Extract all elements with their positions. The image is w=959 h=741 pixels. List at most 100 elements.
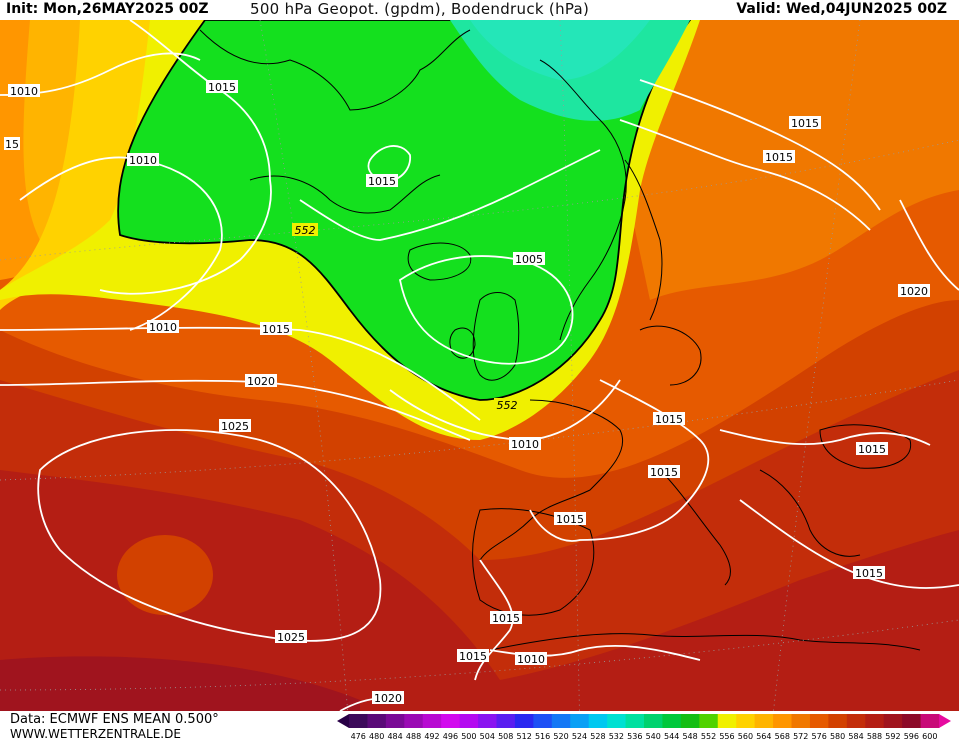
legend-swatch — [404, 714, 424, 728]
legend-tick-label: 548 — [682, 732, 697, 741]
legend-tick-label: 564 — [756, 732, 771, 741]
legend-tick-label: 500 — [461, 732, 476, 741]
legend-swatch — [736, 714, 756, 728]
valid-time: Valid: Wed,04JUN2025 00Z — [736, 1, 947, 17]
coast-greenland — [199, 29, 471, 214]
coast-british-isles — [472, 292, 520, 381]
isobar-1005 — [398, 255, 574, 365]
legend-swatch — [846, 714, 866, 728]
init-time: Init: Mon,26MAY2025 00Z — [6, 1, 209, 17]
legend-tick-label: 512 — [517, 732, 532, 741]
isobar-label-text: 1010 — [511, 438, 539, 451]
legend-tick-label: 520 — [553, 732, 568, 741]
legend-swatch — [385, 714, 405, 728]
legend-swatch — [883, 714, 903, 728]
legend-swatch — [478, 714, 497, 728]
isobar-label: 1010 — [147, 320, 179, 334]
legend-swatch — [865, 714, 885, 728]
isobar-label: 1015 — [653, 412, 685, 426]
isobar-label: 1015 — [763, 150, 795, 164]
legend-swatch — [662, 714, 682, 728]
legend-swatch — [514, 714, 534, 728]
isobar-label-text: 1010 — [10, 85, 38, 98]
legend-tick-label: 536 — [627, 732, 642, 741]
isobar-label-text: 1015 — [655, 413, 683, 426]
isobar-1025-loop — [37, 429, 382, 642]
legend-swatch — [367, 714, 387, 728]
coast-balkans — [759, 469, 861, 557]
isobar-label-text: 1015 — [208, 81, 236, 94]
legend-swatch — [809, 714, 829, 728]
isobar-label: 15 — [4, 137, 20, 151]
coast-scandinavia — [624, 159, 663, 321]
legend-swatch — [644, 714, 663, 728]
geopotential-band-orange-upper — [0, 0, 959, 300]
isobar-label-text: 1015 — [368, 175, 396, 188]
isobar-label: 1015 — [366, 174, 398, 188]
geopotential-high-center — [117, 535, 213, 615]
legend-tick-label: 488 — [406, 732, 421, 741]
isobar-label-text: 1015 — [858, 443, 886, 456]
geopotential-label: 552 — [292, 223, 318, 237]
isobar-label-text: 1005 — [515, 253, 543, 266]
legend-tick-label: 508 — [498, 732, 513, 741]
isobar-1015-east-a — [639, 79, 881, 211]
legend-tick-label: 524 — [572, 732, 587, 741]
isobar-label: 1015 — [853, 566, 885, 580]
isobar-label-text: 1020 — [374, 692, 402, 705]
map-title: 500 hPa Geopot. (gpdm), Bodendruck (hPa) — [250, 0, 590, 18]
legend-swatch — [349, 714, 368, 728]
geopotential-label-text: 552 — [295, 224, 316, 237]
legend-overflow-arrow — [939, 714, 951, 728]
legend-swatch — [533, 714, 553, 728]
geopotential-label-text: 552 — [497, 399, 518, 412]
isobar-label: 1020 — [245, 374, 277, 388]
legend-swatch — [441, 714, 461, 728]
legend-tick-label: 580 — [830, 732, 845, 741]
geopotential-core-cyan-inner — [470, 20, 650, 80]
legend-tick-label: 572 — [793, 732, 808, 741]
isobar-label-text: 1020 — [900, 285, 928, 298]
isobar-label: 1015 — [856, 442, 888, 456]
data-source-text: Data: ECMWF ENS MEAN 0.500° — [10, 712, 219, 727]
isobar-label-text: 1015 — [262, 323, 290, 336]
legend-swatch — [773, 714, 792, 728]
isobar-label: 1025 — [219, 419, 251, 433]
website-link[interactable]: WWW.WETTERZENTRALE.DE — [10, 727, 181, 741]
coast-italy — [659, 469, 731, 586]
legend-swatch — [588, 714, 608, 728]
legend-tick-label: 596 — [904, 732, 919, 741]
isobar-1010-center — [19, 156, 223, 331]
legend-tick-label: 484 — [387, 732, 402, 741]
isobar-label: 1015 — [648, 465, 680, 479]
legend-tick-label: 544 — [664, 732, 679, 741]
isobar-label: 1015 — [490, 611, 522, 625]
isobar-label-text: 1010 — [517, 653, 545, 666]
legend-tick-label: 556 — [719, 732, 734, 741]
coast-ireland — [449, 327, 476, 359]
legend-tick-label: 496 — [443, 732, 458, 741]
legend-swatch — [496, 714, 516, 728]
legend-swatch — [459, 714, 479, 728]
coast-north-africa — [489, 633, 921, 651]
isobar-1015-east-b — [619, 119, 871, 231]
isobar-label-text: 1025 — [277, 631, 305, 644]
isobar-label: 1025 — [275, 630, 307, 644]
legend-underflow-arrow — [337, 714, 349, 728]
legend-tick-label: 592 — [885, 732, 900, 741]
isobar-label-text: 1015 — [556, 513, 584, 526]
isobar-label-text: 1015 — [765, 151, 793, 164]
isobar-label-text: 1020 — [247, 375, 275, 388]
isobar-label: 1015 — [789, 116, 821, 130]
legend-tick-label: 588 — [867, 732, 882, 741]
isobar-label: 1010 — [8, 84, 40, 98]
legend-swatch — [680, 714, 700, 728]
legend-swatch — [551, 714, 571, 728]
legend-tick-label: 532 — [609, 732, 624, 741]
legend-tick-label: 492 — [424, 732, 439, 741]
isobar-1015-balkan — [719, 429, 931, 446]
legend-swatch — [920, 714, 940, 728]
legend-tick-label: 516 — [535, 732, 550, 741]
legend-tick-label: 552 — [701, 732, 716, 741]
